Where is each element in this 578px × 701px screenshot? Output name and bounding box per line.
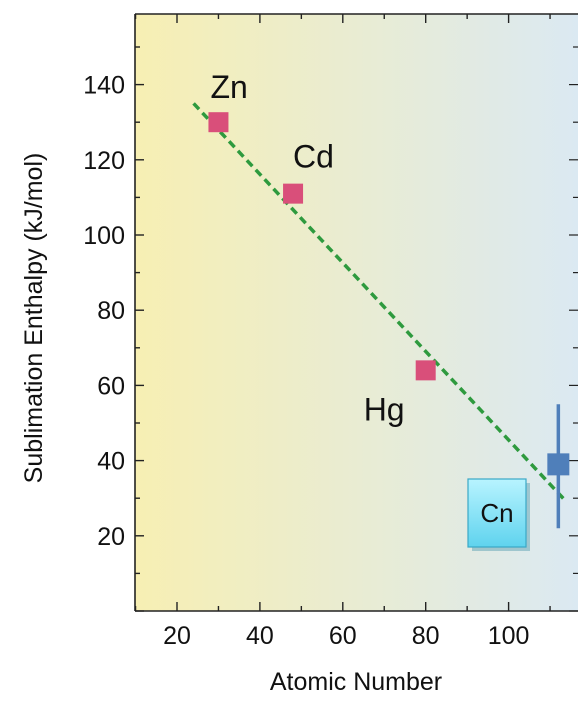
points-layer [208, 112, 570, 529]
y-tick-label: 100 [83, 222, 125, 250]
y-tick-label: 120 [83, 147, 125, 175]
point-label-hg: Hg [364, 391, 405, 427]
x-tick-label: 60 [329, 622, 357, 650]
y-tick-label: 60 [97, 372, 125, 400]
x-tick-label: 80 [412, 622, 440, 650]
labels-layer: Zn Cd Hg Cn [210, 69, 530, 551]
point-label-zn: Zn [210, 69, 247, 105]
y-tick-label: 140 [83, 72, 125, 100]
y-tick-label: 40 [97, 448, 125, 476]
point-label-cn: Cn [480, 498, 513, 528]
data-point-hg [415, 360, 436, 381]
x-tick-label: 100 [488, 622, 530, 650]
cn-label-box [467, 478, 527, 548]
data-point-cd [283, 183, 304, 204]
x-axis-title: Atomic Number [270, 668, 442, 696]
point-label-cd: Cd [293, 139, 334, 175]
y-tick-label: 80 [97, 297, 125, 325]
data-point-zn [208, 112, 229, 133]
axis-ticks: 20 40 60 80 100 120 140 20 40 60 80 100 [83, 14, 578, 650]
x-tick-label: 40 [246, 622, 274, 650]
x-tick-label: 20 [163, 622, 191, 650]
y-axis-title: Sublimation Enthalpy (kJ/mol) [20, 153, 48, 484]
y-tick-label: 20 [97, 523, 125, 551]
data-point-cn [547, 453, 570, 476]
